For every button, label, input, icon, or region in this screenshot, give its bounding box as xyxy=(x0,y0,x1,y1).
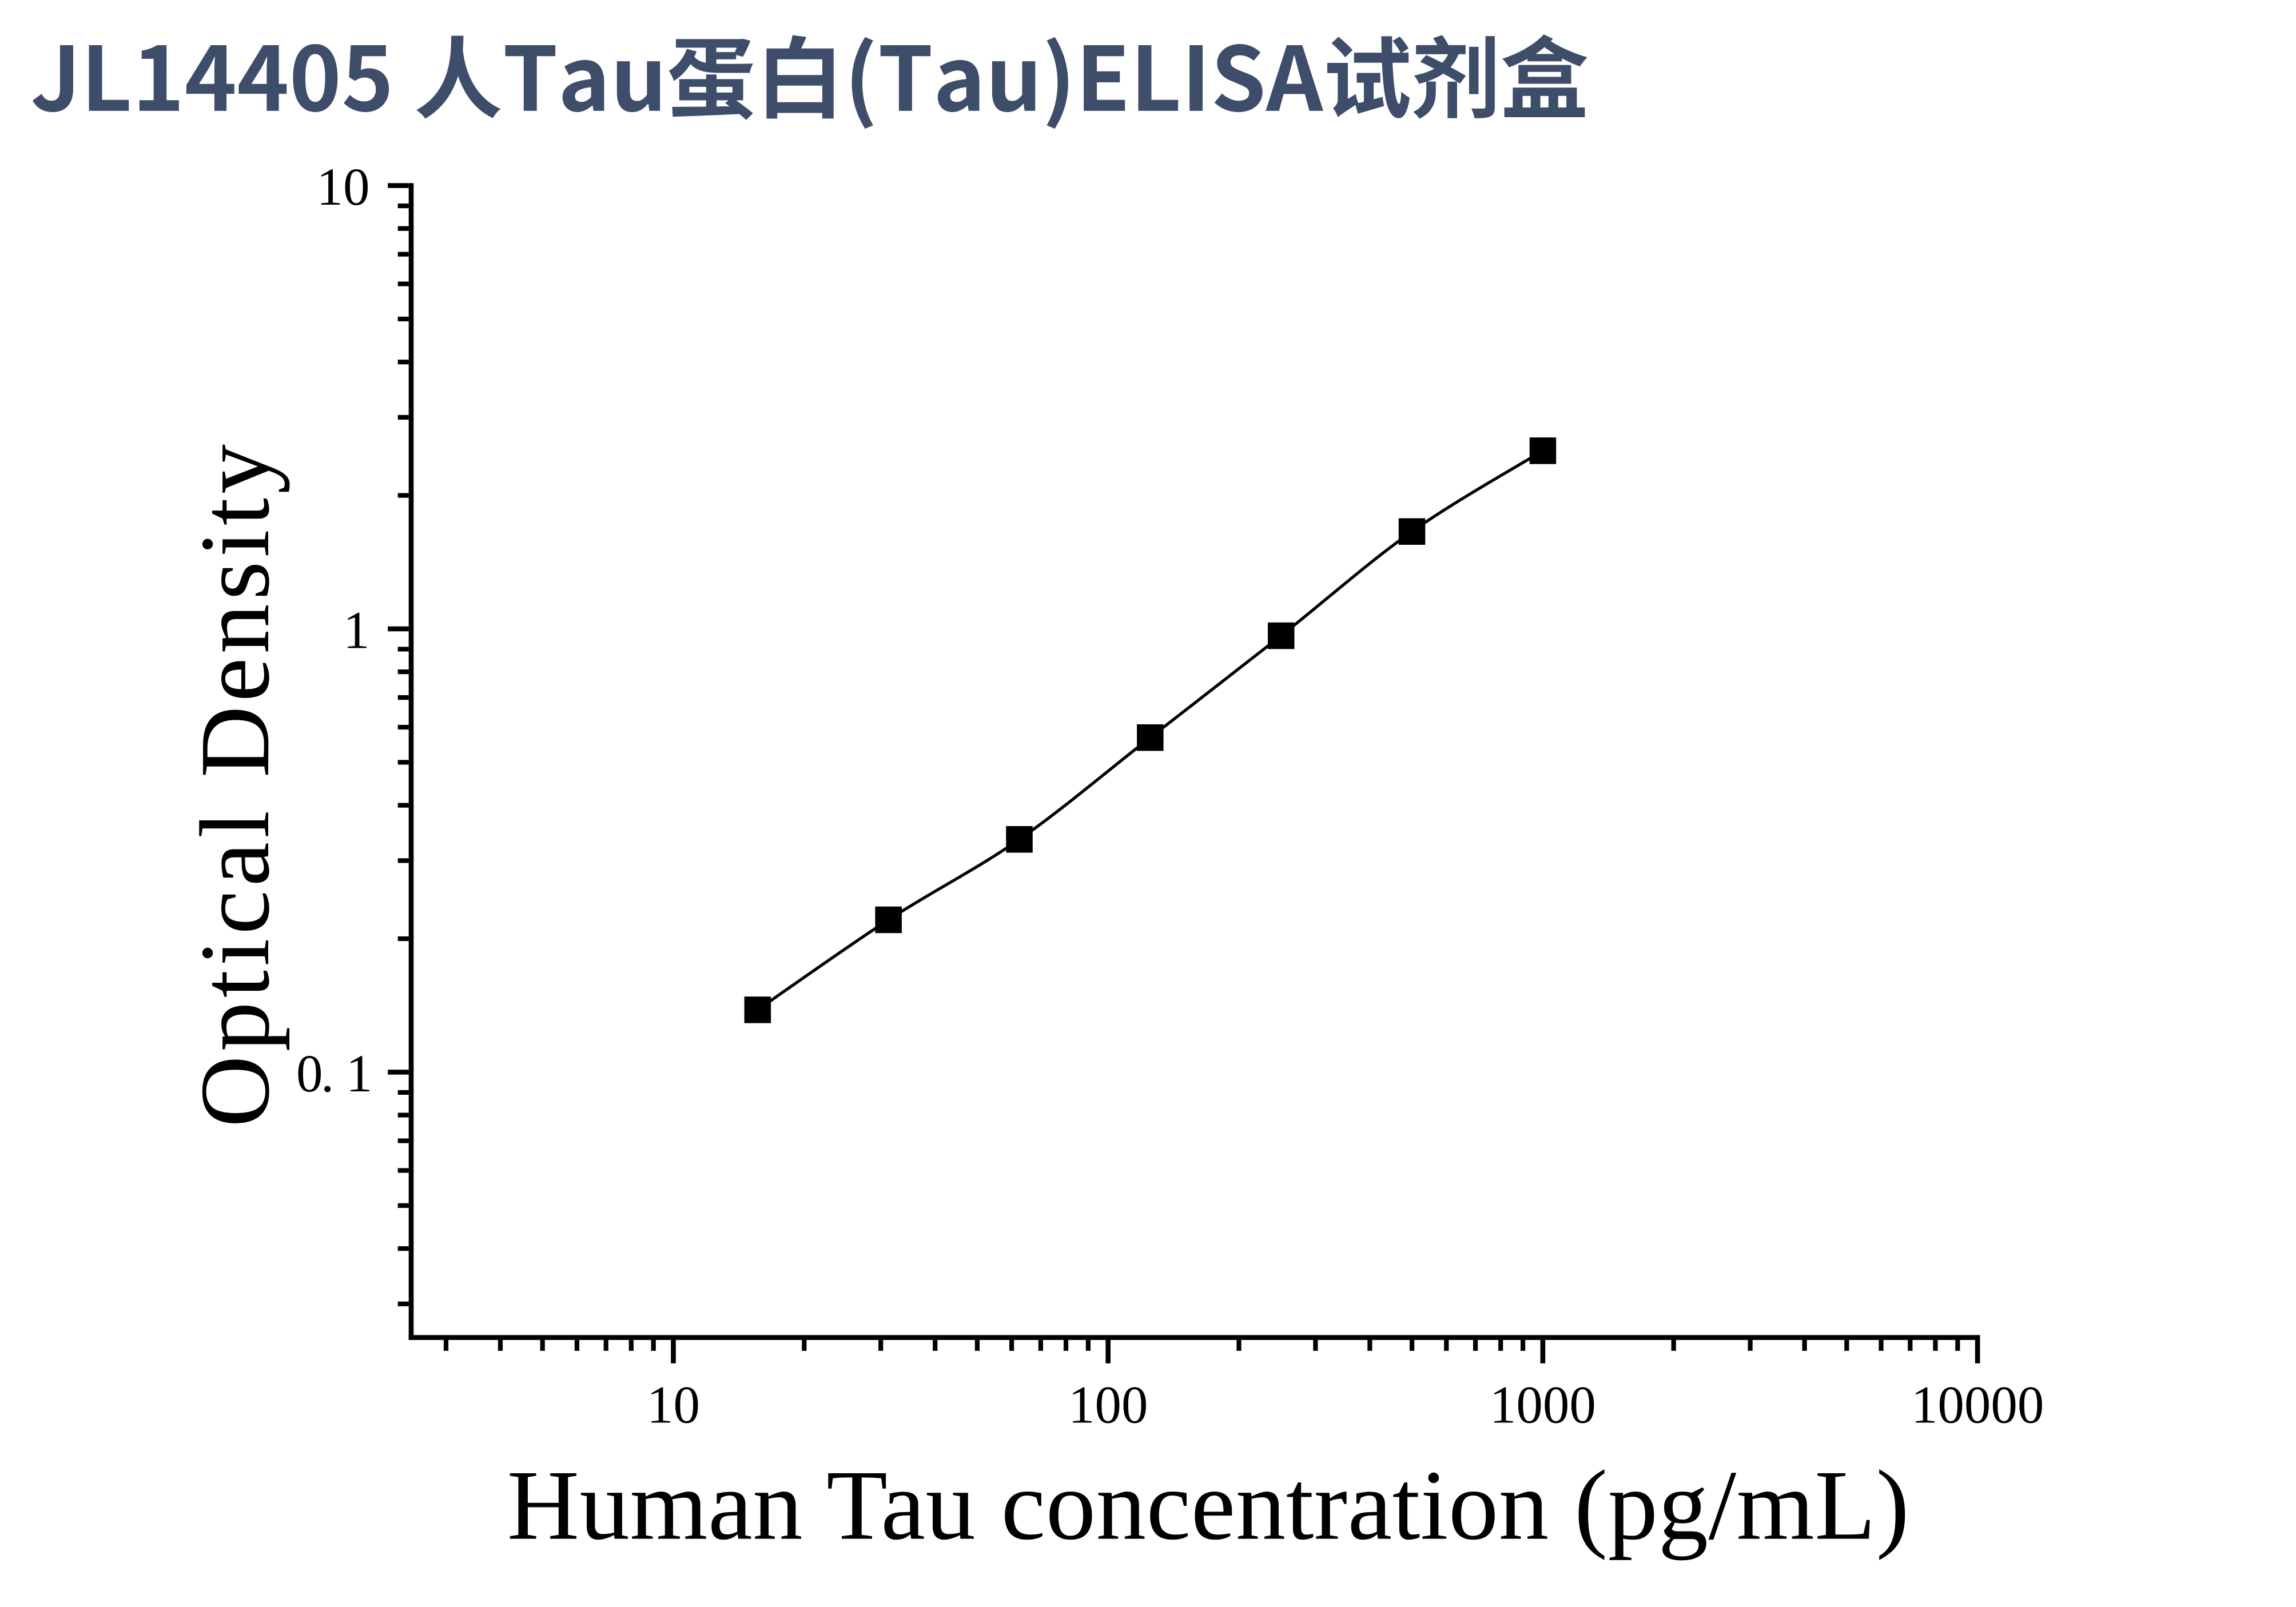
svg-text:1: 1 xyxy=(343,601,370,660)
svg-text:Optical Density: Optical Density xyxy=(180,440,290,1127)
svg-text:10: 10 xyxy=(647,1375,700,1434)
svg-text:1000: 1000 xyxy=(1490,1375,1596,1434)
svg-text:0.1: 0. 1 xyxy=(296,1044,373,1103)
svg-text:10000: 10000 xyxy=(1911,1375,2044,1434)
svg-text:10: 10 xyxy=(317,158,370,217)
svg-text:100: 100 xyxy=(1068,1375,1148,1434)
svg-text:Human Tau concentration (pg/mL: Human Tau concentration (pg/mL) xyxy=(507,1450,1910,1561)
